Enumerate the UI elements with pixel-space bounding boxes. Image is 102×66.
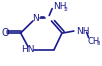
Text: O: O [1, 28, 9, 38]
Text: 2: 2 [64, 7, 68, 12]
Text: NH: NH [76, 27, 89, 36]
Text: NH: NH [53, 2, 67, 11]
Text: 3: 3 [96, 41, 100, 46]
Text: CH: CH [88, 37, 100, 46]
Text: N: N [32, 14, 39, 23]
Text: HN: HN [21, 45, 34, 54]
